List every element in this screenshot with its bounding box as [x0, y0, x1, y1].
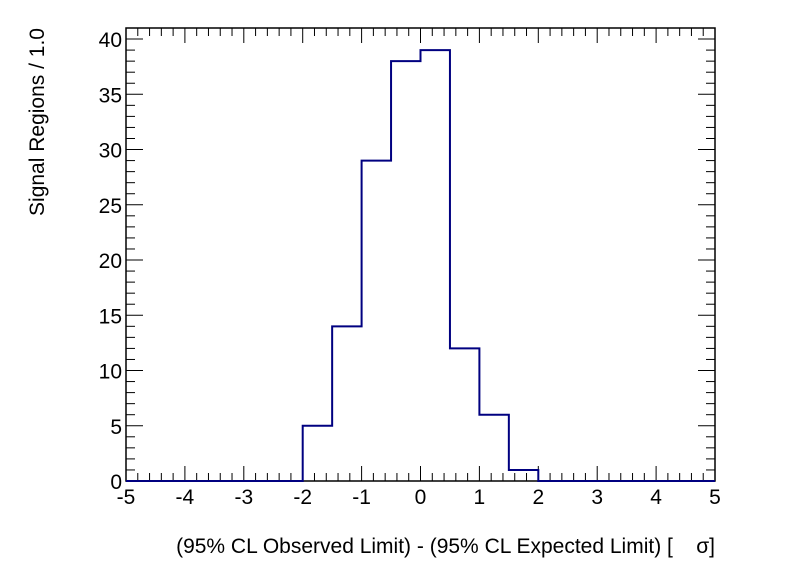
y-tick-label: 10 [99, 361, 122, 384]
y-tick-label: 40 [99, 29, 122, 52]
x-tick-label: -1 [352, 486, 371, 509]
x-tick-label: 3 [591, 486, 603, 509]
y-tick-label: 5 [110, 416, 122, 439]
y-tick-label: 20 [99, 250, 122, 273]
y-tick-label: 30 [99, 140, 122, 163]
x-tick-label: -2 [293, 486, 312, 509]
axis-tick-labels: -5 -4 -3 -2 -1 0 1 2 3 4 5 0 5 10 15 20 25 30 35 40 [99, 29, 721, 509]
x-tick-label: -3 [234, 486, 253, 509]
x-tick-label: 1 [474, 486, 486, 509]
x-tick-label: 2 [532, 486, 544, 509]
x-tick-label: 5 [709, 486, 721, 509]
x-tick-label: -5 [117, 486, 136, 509]
y-tick-label: 35 [99, 84, 122, 107]
plot-frame [125, 27, 716, 482]
histogram-line [126, 49, 715, 482]
x-tick-label: -4 [176, 486, 195, 509]
axis-ticks [125, 27, 716, 482]
y-tick-label: 0 [110, 471, 122, 494]
x-tick-label: 0 [415, 486, 427, 509]
x-tick-label: 4 [650, 486, 662, 509]
y-tick-label: 15 [99, 305, 122, 328]
x-axis-title: (95% CL Observed Limit) - (95% CL Expect… [176, 535, 715, 558]
y-axis-title: Signal Regions / 1.0 [26, 28, 49, 216]
y-tick-label: 25 [99, 195, 122, 218]
